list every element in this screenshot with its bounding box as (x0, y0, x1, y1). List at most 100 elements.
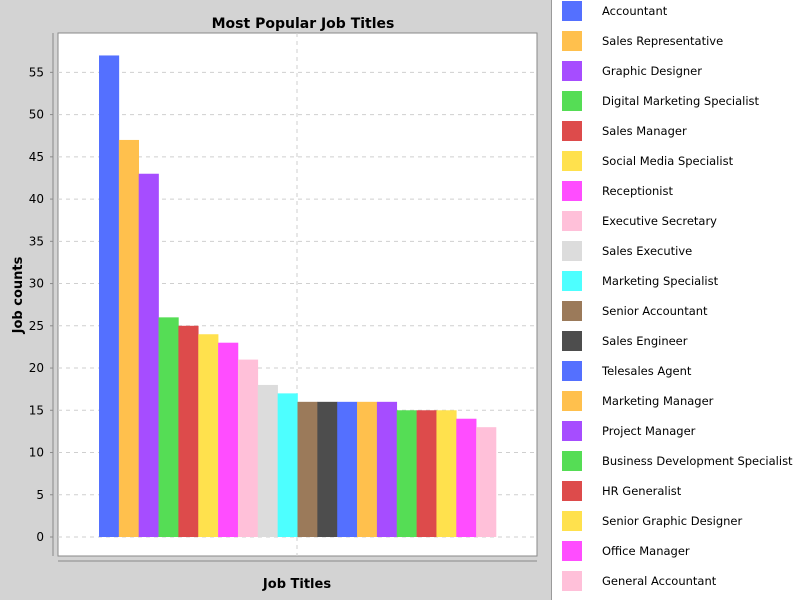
legend-swatch (562, 421, 582, 441)
y-tick-label: 45 (29, 150, 44, 164)
legend-label: Office Manager (602, 544, 690, 558)
y-tick-label: 10 (29, 446, 44, 460)
legend-item: HR Generalist (562, 481, 681, 501)
legend-swatch (562, 511, 582, 531)
bar-sales-manager (178, 325, 199, 537)
y-tick-label: 50 (29, 108, 44, 122)
legend-label: Senior Graphic Designer (602, 514, 743, 528)
bar-chart: 0 5 10 15 20 25 30 35 40 45 50 55 Most Popular Job … (11, 16, 538, 592)
legend-label: Marketing Manager (602, 394, 714, 408)
legend-label: Accountant (602, 4, 668, 18)
legend-item: Senior Graphic Designer (562, 511, 742, 531)
bar-telesales-agent (337, 401, 358, 537)
bar-marketing-specialist (277, 393, 298, 537)
legend-swatch (562, 361, 582, 381)
legend-swatch (562, 481, 582, 501)
legend-swatch (562, 571, 582, 591)
legend-label: Marketing Specialist (602, 274, 719, 288)
legend-label: Social Media Specialist (602, 154, 734, 168)
legend-swatch (562, 31, 582, 51)
legend-swatch (562, 1, 582, 21)
legend-item: Accountant (562, 1, 667, 21)
legend-item: Digital Marketing Specialist (562, 91, 759, 111)
bar-sales-engineer (317, 401, 338, 537)
y-tick-label: 35 (29, 234, 44, 248)
bar-senior-graphic-designer (436, 410, 457, 537)
legend-label: Business Development Specialist (602, 454, 793, 468)
legend-label: Graphic Designer (602, 64, 702, 78)
legend-swatch (562, 451, 582, 471)
legend-swatch (562, 301, 582, 321)
y-tick-label: 30 (29, 277, 44, 291)
legend-label: Project Manager (602, 424, 696, 438)
bar-graphic-designer (138, 173, 159, 538)
legend-item: Receptionist (562, 181, 673, 201)
legend-swatch (562, 151, 582, 171)
legend-item: Marketing Manager (562, 391, 713, 411)
legend-item: Business Development Specialist (562, 451, 793, 471)
legend-swatch (562, 541, 582, 561)
legend-label: Sales Manager (602, 124, 687, 138)
bar-accountant (99, 55, 120, 538)
bar-executive-secretary (237, 359, 259, 537)
legend-item: Sales Engineer (562, 331, 687, 351)
legend-item: Social Media Specialist (562, 151, 733, 171)
legend-label: Sales Representative (602, 34, 724, 48)
legend-swatch (562, 391, 582, 411)
legend-swatch (562, 121, 582, 141)
legend-label: Executive Secretary (602, 214, 717, 228)
y-tick-label: 40 (29, 192, 44, 206)
legend-item: General Accountant (562, 571, 716, 591)
bar-business-development-specialist (396, 410, 417, 537)
legend-swatch (562, 181, 582, 201)
legend-item: Graphic Designer (562, 61, 702, 81)
legend-swatch (562, 241, 582, 261)
chart-panel: 0 5 10 15 20 25 30 35 40 45 50 55 Most Popular Job … (11, 16, 538, 592)
y-tick-label: 0 (36, 530, 44, 544)
y-tick-label: 5 (36, 488, 44, 502)
legend-swatch (562, 331, 582, 351)
legend: Accountant Sales Representative Graphic De… (551, 0, 800, 600)
bar-project-manager (376, 401, 398, 537)
bar-hr-generalist (416, 410, 437, 537)
y-tick-label: 55 (29, 65, 44, 79)
legend-label: Senior Accountant (602, 304, 708, 318)
legend-item: Sales Executive (562, 241, 692, 261)
legend-label: Sales Engineer (602, 334, 688, 348)
y-axis-label: Job counts (11, 256, 26, 334)
legend-swatch (562, 271, 582, 291)
legend-label: Digital Marketing Specialist (602, 94, 760, 108)
legend-item: Executive Secretary (562, 211, 717, 231)
legend-swatch (562, 211, 582, 231)
legend-item: Project Manager (562, 421, 695, 441)
bar-digital-marketing-specialist (158, 317, 179, 537)
legend-item: Telesales Agent (562, 361, 691, 381)
chart-title: Most Popular Job Titles (212, 16, 395, 32)
y-tick-label: 15 (29, 403, 44, 417)
bar-receptionist (218, 342, 239, 537)
bar-marketing-manager (357, 401, 378, 537)
legend-item: Sales Manager (562, 121, 687, 141)
legend-label: Receptionist (602, 184, 673, 198)
legend-label: Sales Executive (602, 244, 693, 258)
bar-office-manager (456, 418, 477, 537)
bar-social-media-specialist (198, 334, 219, 537)
bar-senior-accountant (297, 401, 318, 537)
legend-swatch (562, 91, 582, 111)
y-tick-labels: 0 5 10 15 20 25 30 35 40 45 50 55 (29, 65, 53, 544)
bars (99, 55, 497, 538)
bar-sales-executive (257, 384, 278, 537)
y-tick-label: 25 (29, 319, 44, 333)
legend-item: Office Manager (562, 541, 690, 561)
legend-label: General Accountant (602, 574, 717, 588)
legend-swatch (562, 61, 582, 81)
bar-sales-representative (118, 139, 139, 537)
legend-label: HR Generalist (602, 484, 682, 498)
legend-item: Marketing Specialist (562, 271, 718, 291)
bar-general-accountant (476, 427, 497, 537)
legend-label: Telesales Agent (602, 364, 692, 378)
y-tick-label: 20 (29, 361, 44, 375)
x-axis-label: Job Titles (262, 577, 331, 592)
legend-item: Sales Representative (562, 31, 723, 51)
legend-item: Senior Accountant (562, 301, 708, 321)
